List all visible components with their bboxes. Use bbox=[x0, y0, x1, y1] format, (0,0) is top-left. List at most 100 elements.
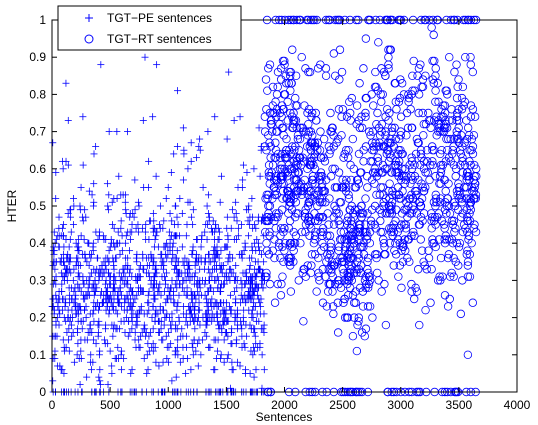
pe-point bbox=[248, 195, 256, 203]
pe-point bbox=[80, 295, 88, 303]
pe-point bbox=[68, 284, 76, 292]
rt-point bbox=[455, 238, 465, 248]
rt-point bbox=[362, 172, 372, 181]
pe-point bbox=[151, 295, 159, 303]
rt-point bbox=[414, 108, 423, 118]
pe-point bbox=[52, 195, 60, 203]
rt-point bbox=[464, 235, 473, 244]
pe-point bbox=[117, 217, 125, 225]
pe-point bbox=[144, 366, 152, 374]
pe-point bbox=[130, 213, 138, 221]
pe-point bbox=[92, 340, 100, 348]
rt-point bbox=[380, 279, 389, 289]
rt-point bbox=[358, 302, 368, 311]
rt-point bbox=[311, 142, 320, 151]
pe-point bbox=[254, 343, 262, 351]
pe-point bbox=[151, 317, 159, 325]
rt-point bbox=[390, 79, 399, 88]
pe-point bbox=[135, 228, 143, 236]
rt-point bbox=[261, 272, 270, 281]
pe-point bbox=[56, 362, 64, 370]
pe-point bbox=[75, 262, 83, 270]
pe-point bbox=[108, 198, 116, 206]
pe-point bbox=[85, 262, 93, 270]
rt-point bbox=[380, 142, 389, 151]
pe-point bbox=[58, 224, 66, 232]
pe-point bbox=[139, 254, 147, 262]
pe-point bbox=[60, 262, 68, 270]
pe-point bbox=[203, 202, 211, 210]
pe-point bbox=[182, 343, 190, 351]
pe-point bbox=[109, 332, 117, 340]
pe-point bbox=[143, 351, 151, 359]
pe-point bbox=[110, 262, 118, 270]
pe-point bbox=[75, 269, 83, 277]
pe-point bbox=[69, 328, 77, 336]
pe-point bbox=[149, 340, 157, 348]
pe-point bbox=[136, 262, 144, 270]
pe-point bbox=[139, 265, 147, 273]
rt-point bbox=[432, 198, 441, 207]
pe-point bbox=[132, 224, 140, 232]
pe-point bbox=[110, 224, 118, 232]
rt-point bbox=[433, 79, 442, 88]
rt-point bbox=[273, 279, 282, 289]
rt-point bbox=[418, 108, 427, 118]
rt-point bbox=[300, 101, 309, 110]
rt-point bbox=[468, 67, 477, 77]
rt-point bbox=[463, 257, 473, 266]
pe-point bbox=[149, 113, 157, 121]
pe-point bbox=[240, 306, 248, 314]
pe-point bbox=[249, 306, 257, 314]
rt-point bbox=[352, 119, 361, 129]
rt-point bbox=[389, 227, 399, 237]
rt-point bbox=[290, 116, 299, 125]
rt-point bbox=[463, 123, 473, 133]
pe-point bbox=[86, 321, 94, 329]
pe-point bbox=[117, 273, 125, 281]
pe-point bbox=[128, 325, 136, 333]
pe-point bbox=[203, 314, 211, 322]
rt-point bbox=[385, 179, 394, 188]
rt-point bbox=[350, 313, 359, 322]
pe-point bbox=[141, 325, 149, 333]
pe-point bbox=[163, 269, 171, 277]
rt-point bbox=[427, 142, 437, 151]
pe-point bbox=[195, 299, 203, 307]
pe-point bbox=[112, 276, 120, 284]
rt-point bbox=[462, 212, 472, 222]
pe-point bbox=[166, 314, 174, 322]
pe-point bbox=[258, 351, 266, 359]
pe-point bbox=[159, 265, 167, 273]
pe-point bbox=[100, 258, 108, 266]
rt-point bbox=[417, 82, 426, 92]
pe-point bbox=[250, 299, 258, 307]
pe-point bbox=[52, 235, 60, 243]
rt-point bbox=[466, 60, 475, 69]
rt-point bbox=[451, 172, 460, 181]
pe-point bbox=[57, 254, 65, 262]
pe-point bbox=[122, 209, 130, 217]
pe-point bbox=[91, 288, 99, 296]
pe-point bbox=[165, 228, 173, 236]
rt-point bbox=[305, 142, 315, 151]
pe-point bbox=[215, 254, 223, 262]
rt-point bbox=[403, 212, 412, 222]
pe-point bbox=[128, 366, 136, 374]
rt-point bbox=[347, 93, 356, 103]
pe-point bbox=[138, 224, 146, 232]
rt-point bbox=[372, 253, 381, 263]
pe-point bbox=[90, 180, 98, 188]
pe-point bbox=[241, 343, 249, 351]
rt-point bbox=[457, 105, 467, 114]
pe-point bbox=[256, 299, 264, 307]
pe-point bbox=[97, 61, 105, 69]
pe-point bbox=[126, 235, 134, 243]
pe-point bbox=[240, 247, 248, 255]
pe-point bbox=[134, 273, 142, 281]
pe-point bbox=[105, 191, 113, 199]
pe-point bbox=[173, 306, 181, 314]
pe-point bbox=[168, 377, 176, 385]
pe-point bbox=[49, 262, 57, 270]
